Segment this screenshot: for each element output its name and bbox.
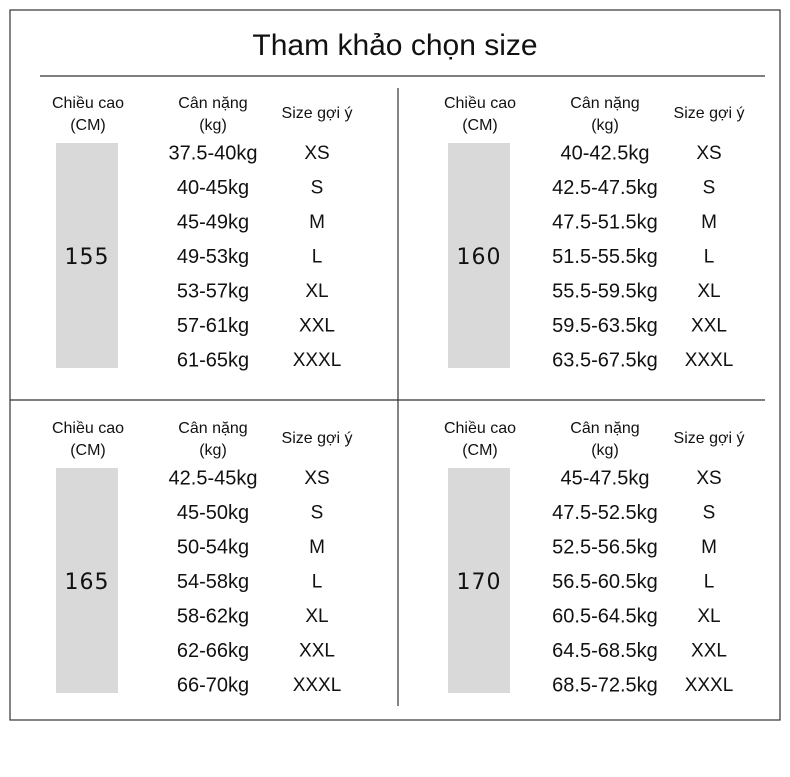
size-value: XXXL (293, 350, 342, 371)
size-header: Size gợi ý (674, 105, 745, 122)
weight-range: 66-70kg (177, 674, 249, 696)
height-header: (CM) (70, 117, 106, 134)
weight-range: 45-47.5kg (561, 467, 650, 489)
height-value: 170 (457, 570, 502, 595)
size-value: XS (696, 143, 721, 164)
size-value: XXL (691, 641, 727, 662)
weight-range: 47.5-51.5kg (552, 211, 658, 233)
size-value: XXL (299, 316, 335, 337)
weight-range: 40-45kg (177, 177, 249, 199)
size-header: Size gợi ý (282, 105, 353, 122)
size-value: XL (305, 281, 328, 302)
weight-header: (kg) (199, 442, 227, 459)
weight-range: 64.5-68.5kg (552, 640, 658, 662)
weight-header: Cân nặng (570, 420, 639, 437)
height-header: (CM) (70, 442, 106, 459)
height-header: Chiều cao (444, 95, 516, 112)
height-header: Chiều cao (444, 420, 516, 437)
size-value: XL (305, 606, 328, 627)
weight-header: (kg) (591, 442, 619, 459)
size-value: XL (697, 281, 720, 302)
size-value: XXXL (685, 675, 734, 696)
weight-range: 58-62kg (177, 605, 249, 627)
weight-range: 49-53kg (177, 246, 249, 268)
size-value: XXL (691, 316, 727, 337)
height-header: Chiều cao (52, 95, 124, 112)
size-value: S (703, 503, 716, 524)
size-value: L (704, 247, 715, 268)
weight-header: Cân nặng (178, 95, 247, 112)
weight-range: 56.5-60.5kg (552, 571, 658, 593)
weight-header: Cân nặng (570, 95, 639, 112)
size-value: XS (304, 468, 329, 489)
weight-range: 61-65kg (177, 349, 249, 371)
height-value: 165 (65, 570, 110, 595)
size-value: S (703, 178, 716, 199)
weight-range: 63.5-67.5kg (552, 349, 658, 371)
frame (9, 9, 781, 721)
size-value: XXL (299, 641, 335, 662)
weight-range: 53-57kg (177, 280, 249, 302)
size-value: M (309, 212, 325, 233)
weight-range: 59.5-63.5kg (552, 315, 658, 337)
weight-range: 54-58kg (177, 571, 249, 593)
size-value: XXXL (293, 675, 342, 696)
weight-range: 47.5-52.5kg (552, 502, 658, 524)
height-header: (CM) (462, 117, 498, 134)
size-value: M (309, 537, 325, 558)
size-value: S (311, 503, 324, 524)
weight-range: 40-42.5kg (561, 142, 650, 164)
size-value: S (311, 178, 324, 199)
size-header: Size gợi ý (674, 430, 745, 447)
size-value: M (701, 212, 717, 233)
weight-range: 37.5-40kg (169, 142, 258, 164)
size-value: L (704, 572, 715, 593)
weight-range: 60.5-64.5kg (552, 605, 658, 627)
weight-range: 51.5-55.5kg (552, 246, 658, 268)
weight-range: 52.5-56.5kg (552, 536, 658, 558)
size-value: XL (697, 606, 720, 627)
weight-range: 50-54kg (177, 536, 249, 558)
height-value: 155 (65, 245, 110, 270)
size-value: M (701, 537, 717, 558)
height-bar (448, 143, 510, 368)
size-value: XS (696, 468, 721, 489)
weight-range: 45-49kg (177, 211, 249, 233)
size-value: XS (304, 143, 329, 164)
weight-range: 57-61kg (177, 315, 249, 337)
weight-range: 42.5-47.5kg (552, 177, 658, 199)
height-bar (56, 143, 118, 368)
weight-range: 68.5-72.5kg (552, 674, 658, 696)
height-bar (448, 468, 510, 693)
weight-header: Cân nặng (178, 420, 247, 437)
weight-range: 62-66kg (177, 640, 249, 662)
size-header: Size gợi ý (282, 430, 353, 447)
weight-header: (kg) (199, 117, 227, 134)
weight-range: 42.5-45kg (169, 467, 258, 489)
weight-range: 55.5-59.5kg (552, 280, 658, 302)
weight-range: 45-50kg (177, 502, 249, 524)
size-value: L (312, 247, 323, 268)
height-header: Chiều cao (52, 420, 124, 437)
size-value: XXXL (685, 350, 734, 371)
height-bar (56, 468, 118, 693)
weight-header: (kg) (591, 117, 619, 134)
height-value: 160 (457, 245, 502, 270)
title: Tham khảo chọn size (252, 29, 537, 62)
size-value: L (312, 572, 323, 593)
height-header: (CM) (462, 442, 498, 459)
